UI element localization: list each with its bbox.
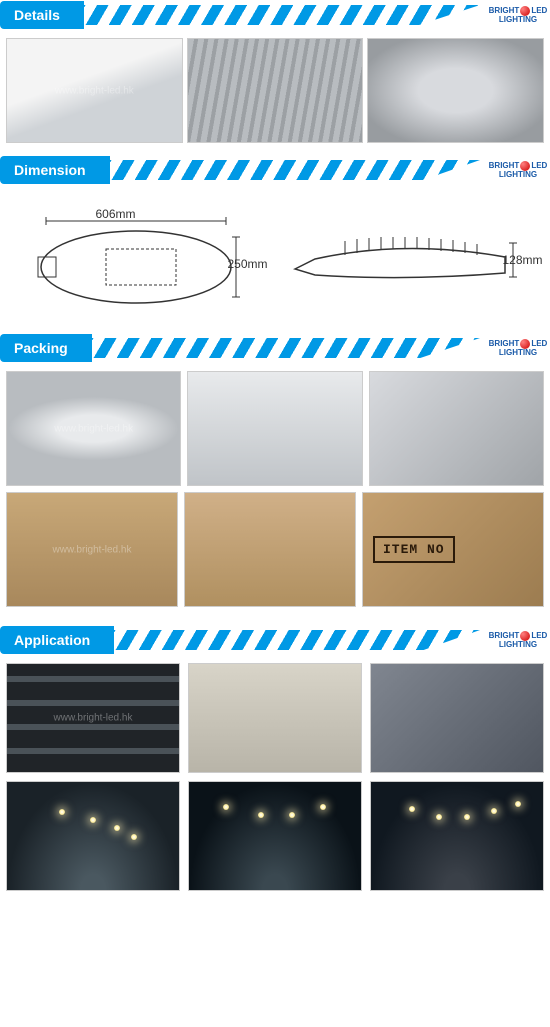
brand-text-right: LED [531,340,547,348]
header-stripes [100,160,480,180]
section-title: Application [0,626,114,654]
packing-body: ITEM NO [0,371,550,625]
brand-text-bottom: LIGHTING [499,349,537,357]
dimension-side-view: 128mm [285,229,525,289]
brand-text-bottom: LIGHTING [499,171,537,179]
packing-image [369,371,544,486]
dimension-body: 606mm 250mm [0,193,550,333]
box-item-no-label: ITEM NO [373,536,455,563]
brand-text-left: BRIGHT [489,162,520,170]
application-image-road [370,781,544,891]
section-title: Dimension [0,156,110,184]
brand-text-right: LED [531,162,547,170]
details-body [0,38,550,155]
brand-text-bottom: LIGHTING [499,16,537,24]
details-image [367,38,544,143]
application-image-road [188,781,362,891]
application-body [0,663,550,911]
dimension-height-label: 128mm [502,253,542,267]
brand-text-bottom: LIGHTING [499,641,537,649]
brand-text-left: BRIGHT [489,632,520,640]
application-image-road [6,781,180,891]
header-stripes [82,338,480,358]
brand-text-right: LED [531,7,547,15]
brand-logo: BRIGHT LED LIGHTING [480,631,550,649]
section-title: Details [0,1,84,29]
section-header-details: Details BRIGHT LED LIGHTING [0,0,550,30]
brand-logo: BRIGHT LED LIGHTING [480,161,550,179]
header-stripes [74,5,480,25]
section-header-packing: Packing BRIGHT LED LIGHTING [0,333,550,363]
brand-text-left: BRIGHT [489,7,520,15]
section-header-application: Application BRIGHT LED LIGHTING [0,625,550,655]
details-image [187,38,364,143]
dimension-top-view: 606mm 250mm [26,209,246,309]
packing-image [6,492,178,607]
section-header-dimension: Dimension BRIGHT LED LIGHTING [0,155,550,185]
brand-logo: BRIGHT LED LIGHTING [480,6,550,24]
packing-image-box: ITEM NO [362,492,544,607]
brand-text-left: BRIGHT [489,340,520,348]
brand-logo: BRIGHT LED LIGHTING [480,339,550,357]
application-image [6,663,180,773]
details-image [6,38,183,143]
packing-image [187,371,362,486]
dimension-width-label: 250mm [227,257,267,271]
header-stripes [104,630,480,650]
packing-image [184,492,356,607]
application-image [188,663,362,773]
application-image [370,663,544,773]
brand-text-right: LED [531,632,547,640]
section-title: Packing [0,334,92,362]
packing-image [6,371,181,486]
